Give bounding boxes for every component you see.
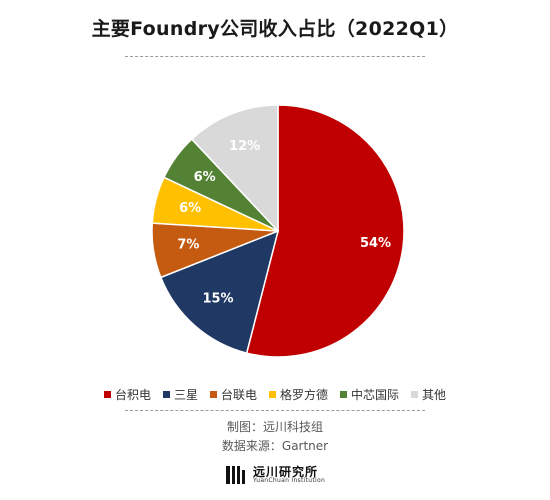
- slice-data-label: 12%: [229, 139, 260, 154]
- brand-subtitle: YuanChuan Institution: [252, 477, 326, 485]
- data-source-credit: 数据来源：Gartner: [221, 439, 329, 453]
- legend-entry: 中芯国际: [340, 386, 399, 403]
- legend-swatch: [340, 391, 348, 398]
- legend-swatch: [162, 391, 170, 398]
- legend-divider: [125, 410, 425, 411]
- slice-data-label: 7%: [177, 238, 199, 253]
- legend-swatch: [269, 391, 276, 398]
- made-by-credit: 制图：远川科技组: [226, 420, 323, 434]
- legend-swatch: [209, 391, 217, 398]
- brand-logo-icon: [225, 466, 245, 484]
- chart-legend: 台积电 三星 台联电 格罗方德 中芯国际 其他: [0, 386, 550, 403]
- legend-label: 格罗方德: [280, 388, 329, 402]
- legend-entry: 其他: [411, 386, 446, 403]
- legend-label: 台积电: [114, 388, 151, 402]
- slice-data-label: 6%: [179, 201, 201, 216]
- legend-label: 其他: [422, 388, 447, 402]
- legend-entry: 格罗方德: [269, 386, 328, 403]
- legend-entry: 台联电: [209, 386, 257, 403]
- brand-footer: 远川研究所 YuanChuan Institution: [0, 464, 550, 486]
- slice-data-label: 6%: [194, 170, 216, 185]
- legend-entry: 三星: [162, 386, 198, 403]
- pie-slice: [159, 229, 280, 354]
- slice-data-label: 54%: [360, 236, 391, 251]
- chart-title: 主要Foundry公司收入占比（2022Q1）: [91, 18, 459, 40]
- legend-entry: 台积电: [103, 386, 151, 403]
- pie-slice: [245, 104, 405, 358]
- legend-label: 中芯国际: [351, 388, 400, 402]
- slice-data-label: 15%: [202, 292, 233, 307]
- pie-slice: [190, 104, 279, 233]
- brand-name: 远川研究所: [252, 464, 318, 479]
- legend-swatch: [411, 391, 419, 398]
- legend-swatch: [103, 391, 111, 398]
- legend-label: 三星: [173, 388, 198, 402]
- legend-label: 台联电: [220, 388, 257, 402]
- title-divider: [125, 56, 425, 57]
